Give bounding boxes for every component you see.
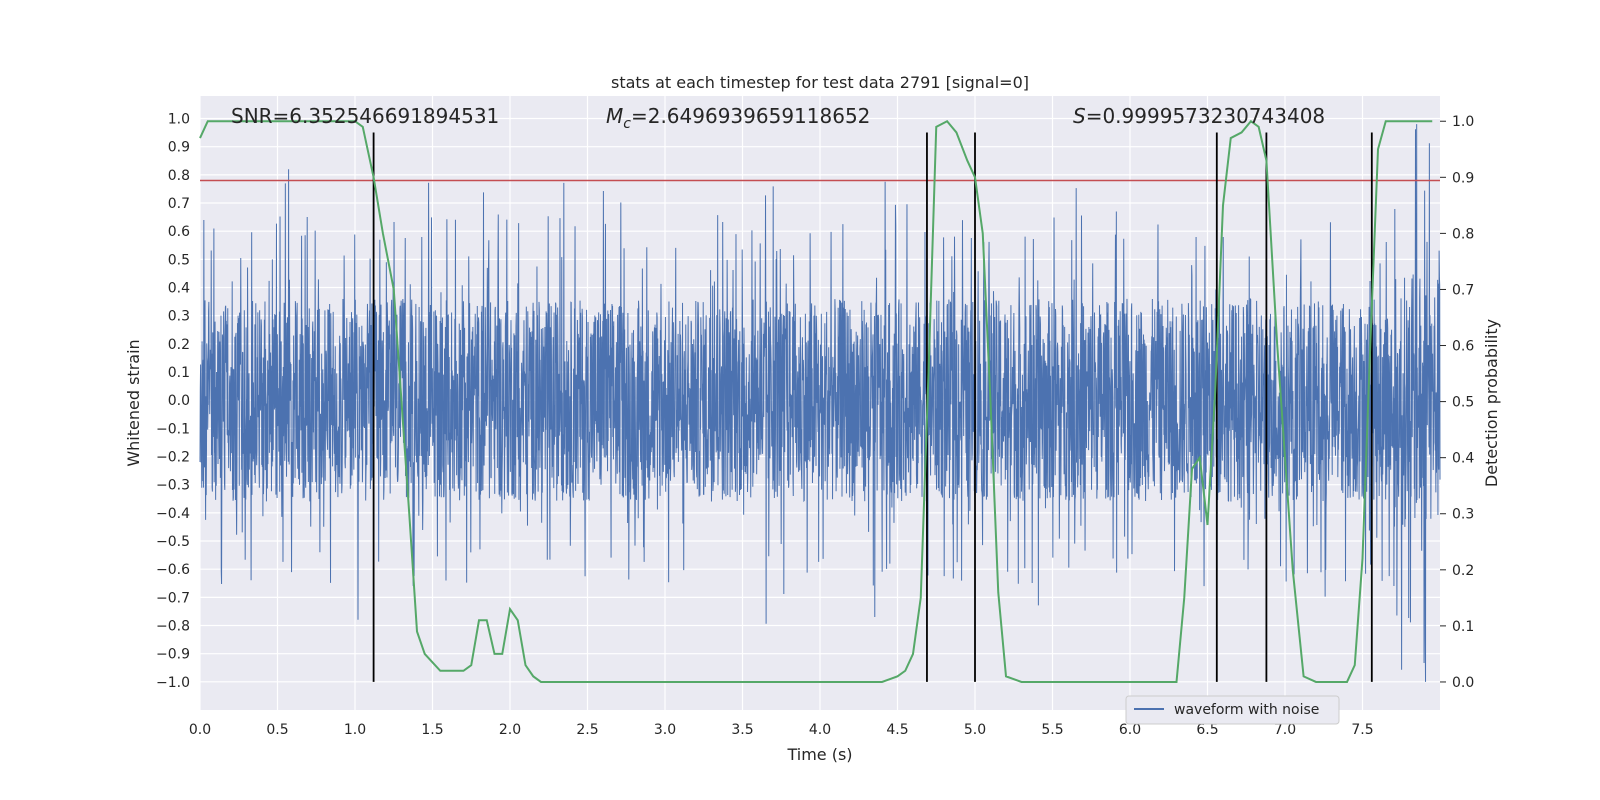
y2-tick-label: 0.8 bbox=[1452, 226, 1474, 242]
y-tick-label: 0.2 bbox=[168, 337, 190, 353]
s-symbol: S bbox=[1073, 104, 1086, 128]
y-axis-label: Whitened strain bbox=[124, 339, 143, 466]
y-tick-label: −0.8 bbox=[156, 619, 190, 635]
x-tick-label: 3.0 bbox=[654, 722, 676, 738]
y-tick-label: −0.7 bbox=[156, 590, 190, 606]
x-tick-label: 5.0 bbox=[964, 722, 986, 738]
x-tick-label: 2.0 bbox=[499, 722, 521, 738]
x-tick-label: 1.0 bbox=[344, 722, 366, 738]
x-tick-label: 3.5 bbox=[731, 722, 753, 738]
legend: waveform with noise bbox=[1125, 695, 1340, 725]
y-tick-label: 0.3 bbox=[168, 309, 190, 325]
mc-value: =2.6496939659118652 bbox=[631, 104, 870, 128]
y-tick-label: −1.0 bbox=[156, 675, 190, 691]
x-tick-label: 7.5 bbox=[1351, 722, 1373, 738]
x-tick-label: 1.5 bbox=[421, 722, 443, 738]
y-tick-label: −0.1 bbox=[156, 421, 190, 437]
y-tick-label: −0.3 bbox=[156, 478, 190, 494]
x-tick-label: 6.5 bbox=[1196, 722, 1218, 738]
x-tick-label: 4.0 bbox=[809, 722, 831, 738]
y-tick-label: −0.4 bbox=[156, 506, 190, 522]
y-tick-label: 1.0 bbox=[168, 112, 190, 128]
y-tick-label: −0.6 bbox=[156, 562, 190, 578]
y2-tick-label: 1.0 bbox=[1452, 114, 1474, 130]
mc-symbol: M bbox=[606, 104, 623, 128]
y-tick-label: 0.0 bbox=[168, 393, 190, 409]
event-lines bbox=[372, 132, 1373, 682]
y-tick-label: 0.9 bbox=[168, 140, 190, 156]
y2-tick-label: 0.7 bbox=[1452, 282, 1474, 298]
legend-label: waveform with noise bbox=[1174, 702, 1319, 718]
y-tick-label: −0.5 bbox=[156, 534, 190, 550]
y2-tick-label: 0.5 bbox=[1452, 395, 1474, 411]
y-tick-label: 0.6 bbox=[168, 224, 190, 240]
s-value: =0.9999573230743408 bbox=[1086, 104, 1325, 128]
y2-tick-label: 0.9 bbox=[1452, 170, 1474, 186]
x-axis-label: Time (s) bbox=[786, 745, 852, 764]
y2-tick-label: 0.4 bbox=[1452, 451, 1474, 467]
x-tick-label: 0.5 bbox=[266, 722, 288, 738]
chart-title: stats at each timestep for test data 279… bbox=[611, 73, 1029, 92]
y-tick-label: 0.8 bbox=[168, 168, 190, 184]
x-tick-label: 0.0 bbox=[189, 722, 211, 738]
x-tick-label: 6.0 bbox=[1119, 722, 1141, 738]
y2-axis-label: Detection probability bbox=[1482, 319, 1501, 487]
probability-series-group bbox=[199, 119, 1433, 683]
s-annotation: S=0.9999573230743408 bbox=[1073, 104, 1325, 128]
x-tick-label: 4.5 bbox=[886, 722, 908, 738]
mc-subscript: c bbox=[623, 116, 631, 132]
y-tick-label: 0.1 bbox=[168, 365, 190, 381]
y2-tick-label: 0.0 bbox=[1452, 675, 1474, 691]
y2-tick-label: 0.1 bbox=[1452, 619, 1474, 635]
probability-line bbox=[199, 119, 1433, 683]
y2-tick-label: 0.2 bbox=[1452, 563, 1474, 579]
y-tick-label: −0.9 bbox=[156, 647, 190, 663]
y2-tick-label: 0.6 bbox=[1452, 339, 1474, 355]
x-tick-label: 2.5 bbox=[576, 722, 598, 738]
x-tick-label: 7.0 bbox=[1274, 722, 1296, 738]
y-tick-label: 0.4 bbox=[168, 281, 190, 297]
x-tick-label: 5.5 bbox=[1041, 722, 1063, 738]
snr-annotation: SNR=6.352546691894531 bbox=[231, 104, 499, 128]
legend-box bbox=[1125, 695, 1340, 725]
y2-tick-label: 0.3 bbox=[1452, 507, 1474, 523]
mc-annotation: Mc=2.6496939659118652 bbox=[606, 104, 870, 132]
y-tick-label: 0.5 bbox=[168, 252, 190, 268]
y-tick-label: −0.2 bbox=[156, 450, 190, 466]
ticks: 0.0 0.5 1.0 1.5 2.0 2.5 3.0 3.5 4.0 4.5 5.0 5.5 6.0 6… bbox=[156, 112, 1474, 738]
y-tick-label: 0.7 bbox=[168, 196, 190, 212]
